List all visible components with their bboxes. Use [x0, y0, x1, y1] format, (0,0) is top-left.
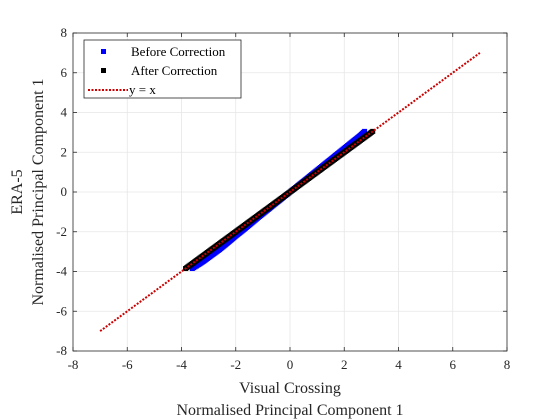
x-tick-label: 2 — [341, 357, 348, 372]
x-tick-label: -4 — [176, 357, 187, 372]
y-tick-label: -6 — [56, 303, 67, 318]
series-layer — [99, 52, 481, 332]
y-tick-label: 6 — [61, 65, 68, 80]
legend-box — [83, 39, 242, 99]
x-axis-label-line-2: Normalised Principal Component 1 — [176, 402, 403, 419]
x-tick-label: 4 — [395, 357, 402, 372]
data-point — [362, 128, 368, 134]
legend-marker-before-correction — [101, 49, 106, 54]
y-tick-label: -8 — [56, 343, 67, 358]
y-tick-label: 8 — [61, 25, 68, 40]
legend-marker-after-correction — [101, 68, 106, 73]
x-axis-label-line-1: Visual Crossing — [239, 380, 341, 397]
y-tick-label: -4 — [56, 264, 67, 279]
y-tick-label: -2 — [56, 224, 67, 239]
legend: Before Correction After Correction y = x — [83, 39, 242, 99]
y-tick-label: 2 — [61, 144, 68, 159]
x-tick-label: 8 — [504, 357, 511, 372]
legend-label-y-equals-x: y = x — [129, 82, 156, 97]
y-tick-label: 4 — [61, 105, 68, 120]
legend-label-before-correction: Before Correction — [131, 44, 226, 59]
legend-label-after-correction: After Correction — [131, 63, 218, 78]
ticks: -8 -6 -4 -2 0 2 4 6 8 -8 -6 -4 -2 0 2 4 6 8 — [56, 25, 510, 372]
x-tick-label: 6 — [450, 357, 457, 372]
y-axis-label-line-2: Normalised Principal Component 1 — [30, 78, 47, 305]
x-tick-label: -6 — [122, 357, 133, 372]
y-axis-label-line-1: ERA-5 — [9, 169, 26, 214]
reference-line-y-equals-x — [99, 52, 481, 332]
x-tick-label: 0 — [287, 357, 294, 372]
x-tick-label: -8 — [68, 357, 79, 372]
y-tick-label: 0 — [61, 184, 68, 199]
x-tick-label: -2 — [230, 357, 241, 372]
